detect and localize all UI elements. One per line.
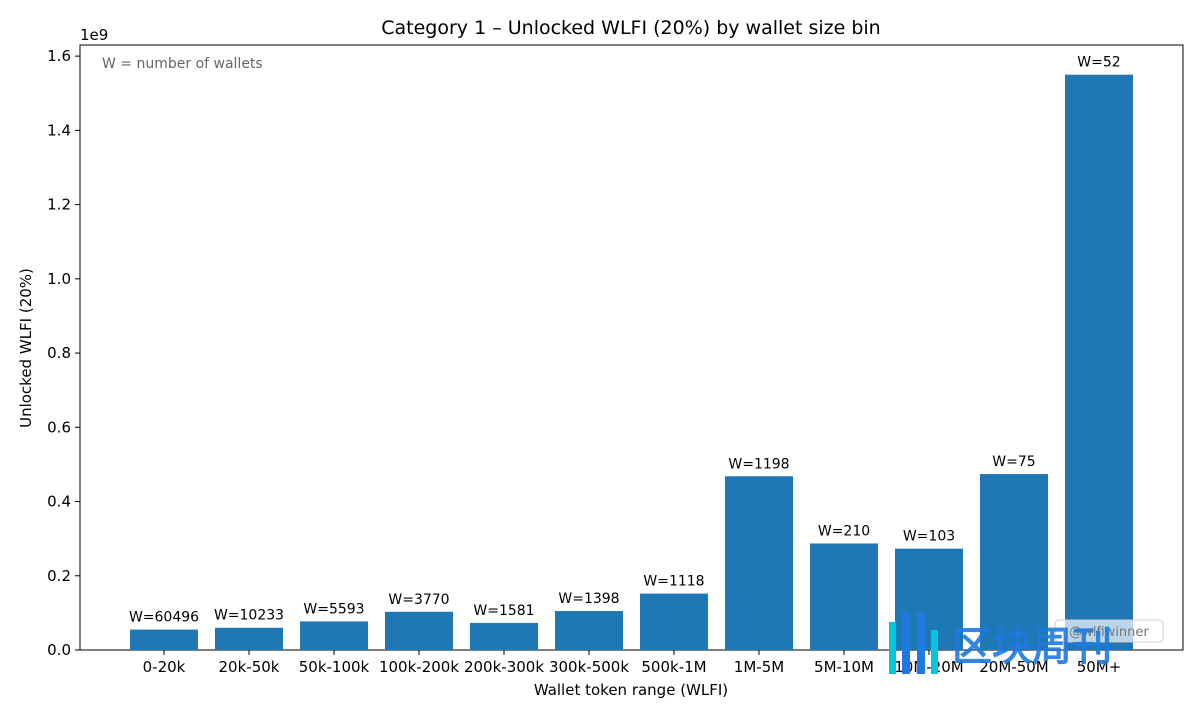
y-tick-label-4: 0.8 xyxy=(47,344,71,362)
bar-3 xyxy=(385,611,453,650)
x-tick-label-0: 0-20k xyxy=(143,658,186,676)
bar-data-label-0: W=60496 xyxy=(129,610,199,626)
bar-11 xyxy=(1065,74,1133,651)
y-axis-offset-label: 1e9 xyxy=(80,26,108,44)
x-tick-label-7: 1M-5M xyxy=(734,658,784,676)
y-tick-label-0: 0.0 xyxy=(47,641,71,659)
watermark-brand: 区块周刊 xyxy=(952,624,1112,670)
bar-2 xyxy=(300,621,368,650)
y-axis-label: Unlocked WLFI (20%) xyxy=(17,268,35,428)
y-tick-label-1: 0.2 xyxy=(47,567,71,585)
bar-10 xyxy=(980,474,1048,650)
annotation-note: W = number of wallets xyxy=(102,56,263,72)
bar-4 xyxy=(470,622,538,650)
x-tick-label-5: 300k-500k xyxy=(549,658,629,676)
bars-group xyxy=(130,74,1133,651)
y-tick-label-3: 0.6 xyxy=(47,418,71,436)
bar-data-label-1: W=10233 xyxy=(214,608,284,624)
x-ticks-group: 0-20k 20k-50k 50k-100k 100k-200k 200k-300k 30… xyxy=(143,650,1122,676)
y-tick-label-8: 1.6 xyxy=(47,47,71,65)
x-tick-label-4: 200k-300k xyxy=(464,658,544,676)
bar-7 xyxy=(725,476,793,650)
chart-title: Category 1 – Unlocked WLFI (20%) by wall… xyxy=(381,17,880,39)
x-tick-label-11: 50M+ xyxy=(1077,658,1122,676)
x-tick-label-1: 20k-50k xyxy=(219,658,280,676)
x-tick-label-2: 50k-100k xyxy=(299,658,370,676)
y-tick-label-7: 1.4 xyxy=(47,121,71,139)
bar-data-label-2: W=5593 xyxy=(303,601,364,617)
bar-6 xyxy=(640,593,708,650)
bar-data-label-9: W=103 xyxy=(903,529,955,545)
bar-data-label-8: W=210 xyxy=(818,523,870,539)
x-tick-label-6: 500k-1M xyxy=(641,658,706,676)
bar-0 xyxy=(130,629,198,650)
bar-data-label-10: W=75 xyxy=(992,454,1035,470)
watermark-handle: @wlfiwinner xyxy=(1069,625,1149,640)
y-tick-label-2: 0.4 xyxy=(47,493,71,511)
y-tick-label-5: 1.0 xyxy=(47,270,71,288)
bar-data-label-5: W=1398 xyxy=(558,591,619,607)
bar-data-label-7: W=1198 xyxy=(728,456,789,472)
plot-area-frame xyxy=(79,44,1184,651)
x-tick-label-8: 5M-10M xyxy=(814,658,874,676)
x-axis-label: Wallet token range (WLFI) xyxy=(534,681,728,699)
bar-data-label-6: W=1118 xyxy=(643,574,704,590)
bar-8 xyxy=(810,543,878,650)
bar-5 xyxy=(555,611,623,650)
x-tick-label-3: 100k-200k xyxy=(379,658,459,676)
bar-data-label-11: W=52 xyxy=(1077,55,1120,71)
bar-data-label-4: W=1581 xyxy=(473,603,534,619)
bar-1 xyxy=(215,627,283,650)
watermark-handle-box xyxy=(1054,619,1164,643)
y-tick-label-6: 1.2 xyxy=(47,196,71,214)
y-ticks-group: 0.0 0.2 0.4 0.6 0.8 1.0 1.2 1.4 1.6 xyxy=(47,47,80,659)
watermark-logo-icon xyxy=(889,612,938,674)
watermark: @wlfiwinner 区块周刊 xyxy=(889,612,1164,674)
x-tick-label-10: 20M-50M xyxy=(979,658,1048,676)
bar-data-label-3: W=3770 xyxy=(388,592,449,608)
x-tick-label-9: 10M-20M xyxy=(894,658,963,676)
bar-labels-group: W=60496 W=10233 W=5593 W=3770 W=1581 W=1398 W=… xyxy=(129,55,1121,626)
